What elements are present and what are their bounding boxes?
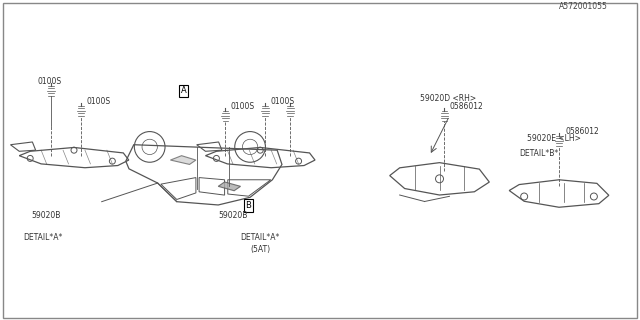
Text: 59020D <RH>: 59020D <RH> — [420, 94, 476, 103]
Text: (5AT): (5AT) — [250, 245, 271, 254]
Polygon shape — [170, 156, 196, 164]
Text: DETAIL*B*: DETAIL*B* — [519, 149, 559, 158]
Text: 0100S: 0100S — [87, 97, 111, 106]
Text: 59020B: 59020B — [31, 212, 61, 220]
Text: 59020B: 59020B — [218, 212, 248, 220]
Text: DETAIL*A*: DETAIL*A* — [241, 233, 280, 242]
Polygon shape — [218, 182, 241, 191]
Text: A: A — [180, 86, 186, 95]
Text: 0100S: 0100S — [37, 77, 61, 86]
Text: 0100S: 0100S — [230, 102, 255, 111]
Text: B: B — [245, 201, 252, 210]
Text: 0586012: 0586012 — [565, 127, 599, 136]
Text: A572001055: A572001055 — [559, 2, 608, 11]
Text: 0100S: 0100S — [270, 97, 294, 106]
Text: DETAIL*A*: DETAIL*A* — [23, 233, 63, 242]
Text: 0586012: 0586012 — [449, 102, 483, 111]
Text: 59020E <LH>: 59020E <LH> — [527, 134, 581, 143]
